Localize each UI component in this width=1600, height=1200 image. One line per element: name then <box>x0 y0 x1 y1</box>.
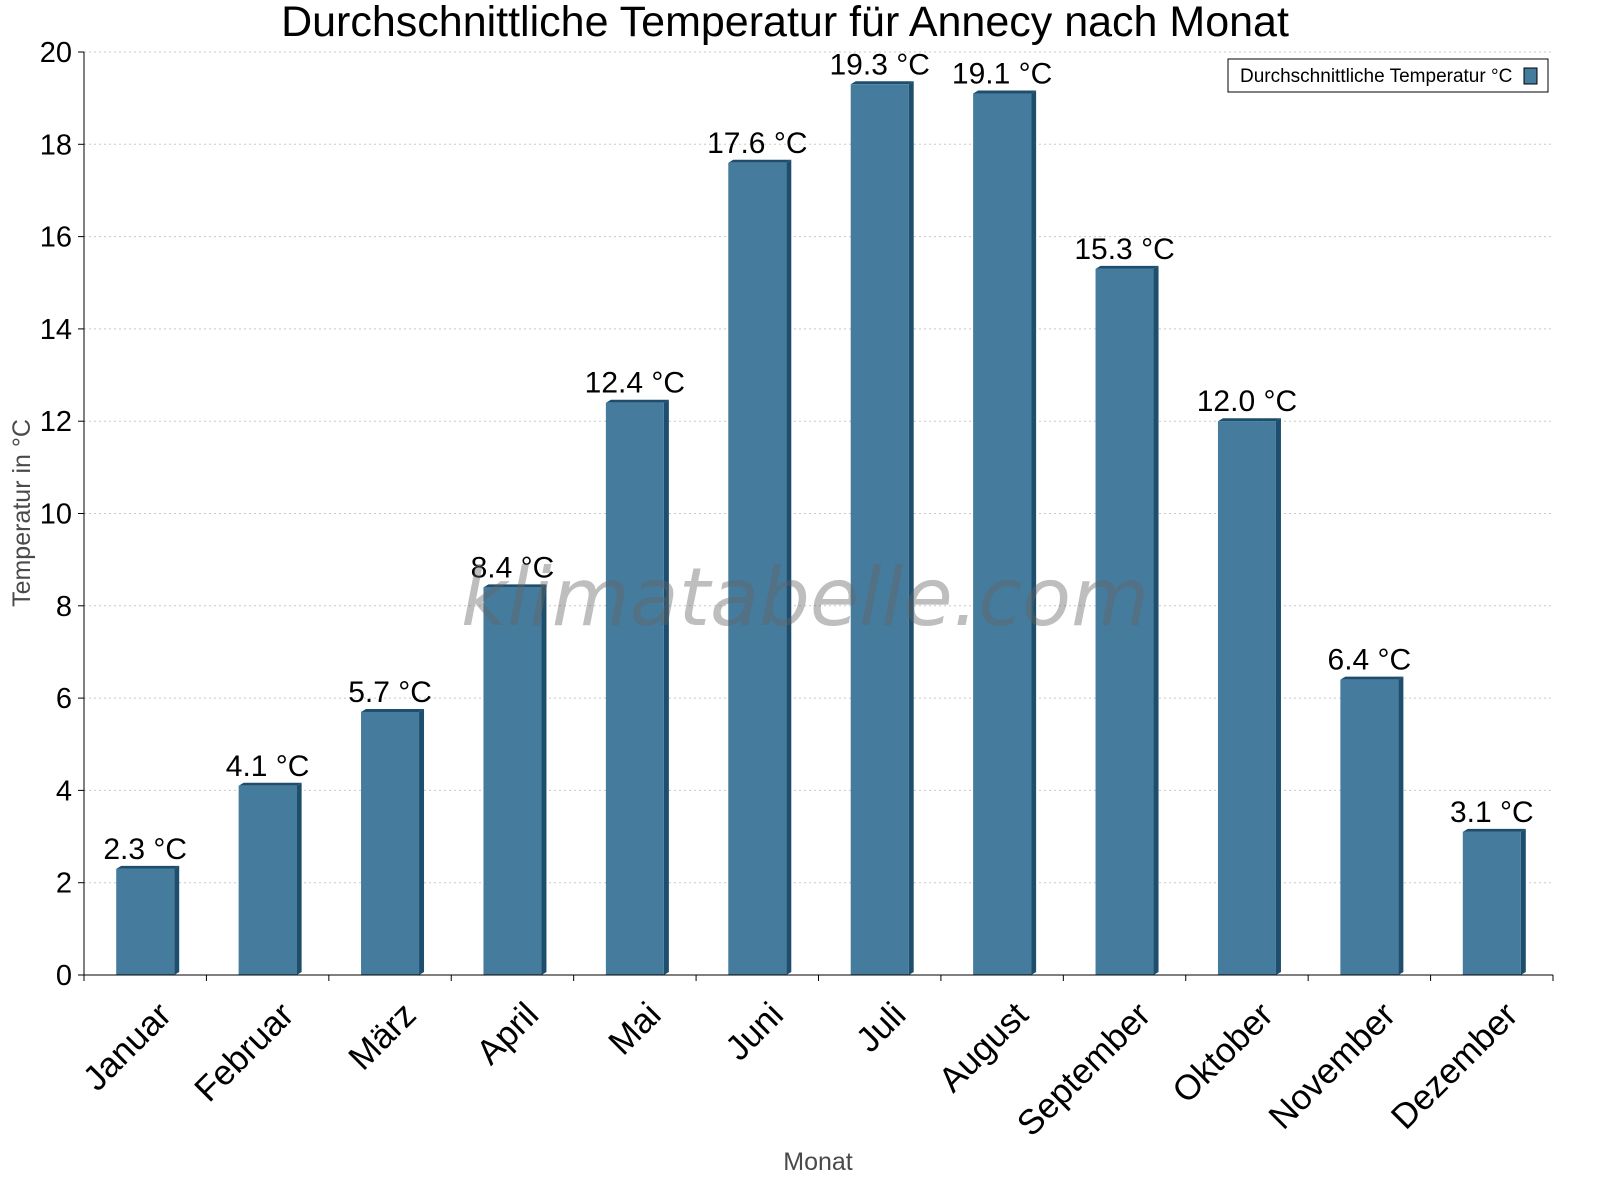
bar-top <box>1095 265 1159 269</box>
bar <box>850 81 914 976</box>
y-tick-label: 16 <box>40 222 72 254</box>
legend-box <box>1227 58 1549 93</box>
bar <box>1217 418 1281 975</box>
x-tick-label: Februar <box>187 995 301 1109</box>
bar <box>1340 676 1404 975</box>
y-tick-label: 20 <box>40 37 72 69</box>
bar-side <box>1398 676 1404 975</box>
bar-side <box>908 81 914 976</box>
chart-title: Durchschnittliche Temperatur für Annecy … <box>281 0 1289 46</box>
bar-side <box>541 584 547 975</box>
data-label: 2.3 °C <box>103 833 187 866</box>
x-tick-label: April <box>469 995 546 1072</box>
data-label: 19.1 °C <box>952 58 1052 91</box>
value-labels: 2.3 °C 4.1 °C 5.7 °C 8.4 °C 12.4 °C 17.6 °C 19… <box>103 48 1533 866</box>
bar-front <box>973 93 1032 975</box>
y-tick-label: 6 <box>56 683 72 715</box>
bar-top <box>605 399 669 403</box>
bar <box>116 865 180 975</box>
x-tick-label: Juli <box>849 995 914 1060</box>
x-tick-label: Dezember <box>1384 995 1526 1137</box>
bar-front <box>605 402 664 975</box>
x-tick-label: Juni <box>718 995 791 1068</box>
data-label: 12.4 °C <box>585 367 685 400</box>
bar-top <box>850 81 914 85</box>
legend-swatch <box>1523 67 1538 85</box>
y-tick-label: 18 <box>40 129 72 161</box>
bar <box>605 399 669 975</box>
legend-label: Durchschnittliche Temperatur °C <box>1240 66 1512 87</box>
bar-top <box>1340 676 1404 680</box>
y-tick-label: 10 <box>40 499 72 531</box>
bar-top <box>728 159 792 163</box>
y-axis-title: Temperatur in °C <box>8 419 36 607</box>
bar-front <box>483 587 542 975</box>
x-tick-label: März <box>341 995 424 1078</box>
bar-front <box>361 711 420 975</box>
bar <box>1095 265 1159 975</box>
bar <box>728 159 792 975</box>
bar-side <box>1520 828 1526 975</box>
bar <box>483 584 547 975</box>
x-tick-label: September <box>1010 995 1159 1144</box>
data-label: 6.4 °C <box>1328 644 1412 677</box>
data-label: 8.4 °C <box>471 551 555 584</box>
data-label: 3.1 °C <box>1450 796 1534 829</box>
bars <box>116 81 1526 976</box>
y-tick-label: 14 <box>40 314 72 346</box>
bar-side <box>786 159 792 975</box>
bar-side <box>419 708 425 975</box>
bar-side <box>1031 90 1037 975</box>
axes <box>78 51 1554 981</box>
data-label: 17.6 °C <box>707 127 807 160</box>
bar-top <box>361 708 425 712</box>
bar-top <box>116 865 180 869</box>
bar-side <box>1275 418 1281 975</box>
bar-front <box>1217 421 1276 975</box>
bar-side <box>296 782 302 975</box>
legend: Durchschnittliche Temperatur °C <box>1227 58 1549 93</box>
bar-front <box>1095 268 1154 975</box>
y-tick-labels: 0 2 4 6 8 10 12 14 16 18 20 <box>40 37 72 992</box>
bar-side <box>1153 265 1159 975</box>
bar-front <box>850 84 909 976</box>
bar-front <box>116 868 175 975</box>
x-tick-label: Januar <box>76 995 179 1098</box>
data-label: 19.3 °C <box>830 48 930 81</box>
bar <box>238 782 302 975</box>
bar-front <box>728 162 787 975</box>
data-label: 12.0 °C <box>1197 385 1297 418</box>
x-tick-label: Mai <box>601 995 668 1062</box>
bar <box>1462 828 1526 975</box>
bar-top <box>238 782 302 786</box>
bar-side <box>174 865 180 975</box>
data-label: 15.3 °C <box>1074 233 1174 266</box>
x-axis-title: Monat <box>783 1148 853 1176</box>
bar-front <box>1340 679 1399 975</box>
y-tick-label: 0 <box>56 960 72 992</box>
x-tick-labels: Januar Februar März April Mai Juni Juli AugustS… <box>76 995 1526 1144</box>
bar-top <box>483 584 547 588</box>
x-tick-label: Oktober <box>1165 995 1281 1111</box>
x-tick-label: November <box>1261 995 1403 1137</box>
y-tick-label: 4 <box>56 775 72 807</box>
bar-top <box>973 90 1037 94</box>
bar-side <box>663 399 669 975</box>
data-label: 4.1 °C <box>226 750 310 783</box>
bar <box>973 90 1037 975</box>
bar-front <box>238 785 297 975</box>
watermark: klimatabelle.com <box>461 551 1149 644</box>
bar-top <box>1217 418 1281 422</box>
y-tick-label: 12 <box>40 406 72 438</box>
bar <box>361 708 425 975</box>
bar-front <box>1462 831 1521 975</box>
y-tick-label: 8 <box>56 591 72 623</box>
x-tick-label: August <box>931 995 1036 1100</box>
data-label: 5.7 °C <box>348 676 432 709</box>
y-tick-label: 2 <box>56 868 72 900</box>
bar-top <box>1462 828 1526 832</box>
